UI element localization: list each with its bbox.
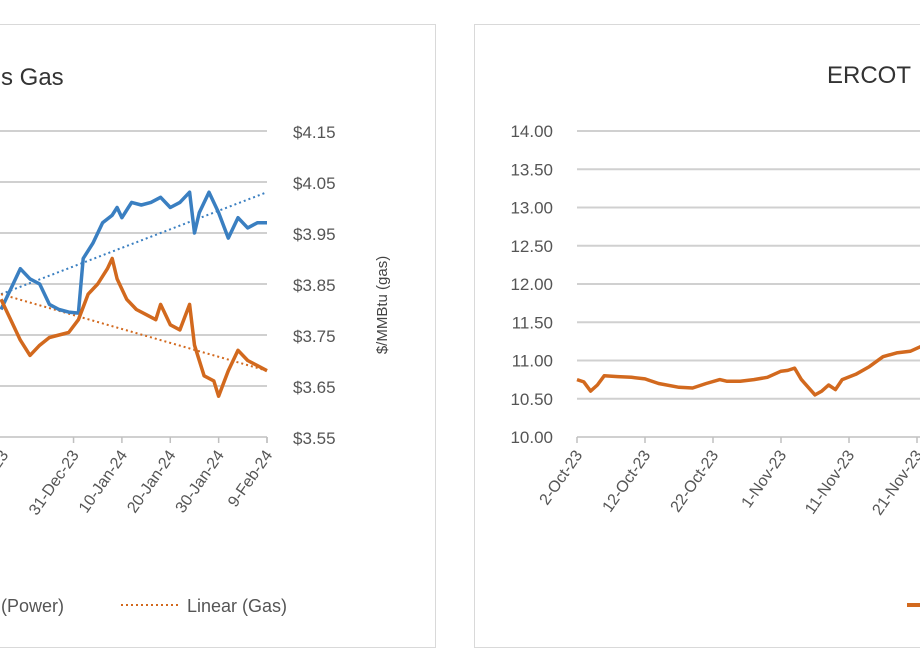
chart-title: ERCOT	[827, 62, 911, 89]
legend-label: (Power)	[1, 596, 64, 616]
series-lines	[576, 344, 920, 397]
y-tick-label: 11.00	[512, 352, 553, 371]
legend-label: Linear (Gas)	[187, 596, 287, 616]
x-tick-label: 2-Oct-23	[537, 447, 587, 508]
series-lines	[0, 190, 268, 398]
y-tick-label: 14.00	[510, 122, 553, 141]
y2-axis-label: $/MMBtu (gas)	[374, 256, 391, 354]
y2-tick-label: $4.05	[293, 174, 336, 193]
chart-title: s Gas	[1, 64, 64, 91]
y2-tick-label: $3.75	[293, 327, 336, 346]
y-tick-label: 10.00	[510, 428, 553, 447]
x-tick-label: 21-Nov-23	[870, 447, 920, 518]
x-tick-label: 31-Dec-23	[26, 447, 83, 518]
y2-tick-label: $3.55	[293, 429, 336, 448]
x-tick-label: 11-Nov-23	[802, 447, 858, 517]
series-line-0	[0, 190, 267, 315]
y-tick-label: 13.50	[510, 160, 553, 179]
trendline-1	[0, 293, 268, 372]
x-tick-label: 22-Oct-23	[668, 447, 723, 515]
ercot-chart: ERCOT 14.00 13.50 13.00 12.50 12.00 11.50 11.0…	[510, 62, 920, 607]
x-tick-label: 10-Jan-24	[76, 447, 131, 516]
axis-ticks: 14.00 13.50 13.00 12.50 12.00 11.50 11.00 10.50…	[510, 122, 920, 518]
y2-tick-label: $3.85	[293, 276, 336, 295]
trendline-0	[0, 191, 268, 296]
legend: (Power) Linear (Gas)	[1, 596, 287, 616]
y-tick-label: 12.50	[510, 237, 553, 256]
y2-tick-label: $3.65	[293, 378, 336, 397]
gas-power-chart: s Gas $4.15 $4.05 $3.95 $3.85 $3.75 $3.65 $3.5…	[0, 64, 391, 616]
x-tick-label: 12-Oct-23	[600, 447, 655, 515]
y-tick-label: 12.00	[510, 275, 553, 294]
x-tick-label: 20-Jan-24	[124, 447, 179, 516]
gridlines	[577, 130, 920, 438]
right-chart-panel: ERCOT 14.00 13.50 13.00 12.50 12.00 11.50 11.0…	[474, 24, 920, 648]
y-tick-label: 13.00	[510, 199, 553, 218]
x-tick-label-clipped: 21-Dec-23	[0, 447, 12, 518]
y2-tick-label: $3.95	[293, 225, 336, 244]
y-tick-label: 11.50	[512, 313, 553, 332]
trendlines	[0, 191, 268, 372]
x-tick-label: 1-Nov-23	[739, 447, 791, 511]
y-tick-label: 10.50	[510, 390, 553, 409]
x-tick-label: 30-Jan-24	[173, 447, 228, 516]
left-chart-panel: s Gas $4.15 $4.05 $3.95 $3.85 $3.75 $3.65 $3.5…	[0, 24, 436, 648]
y2-tick-label: $4.15	[293, 123, 336, 142]
series-line-0	[576, 344, 920, 397]
x-tick-label: 9-Feb-24	[225, 447, 276, 510]
series-line-1	[0, 256, 268, 398]
